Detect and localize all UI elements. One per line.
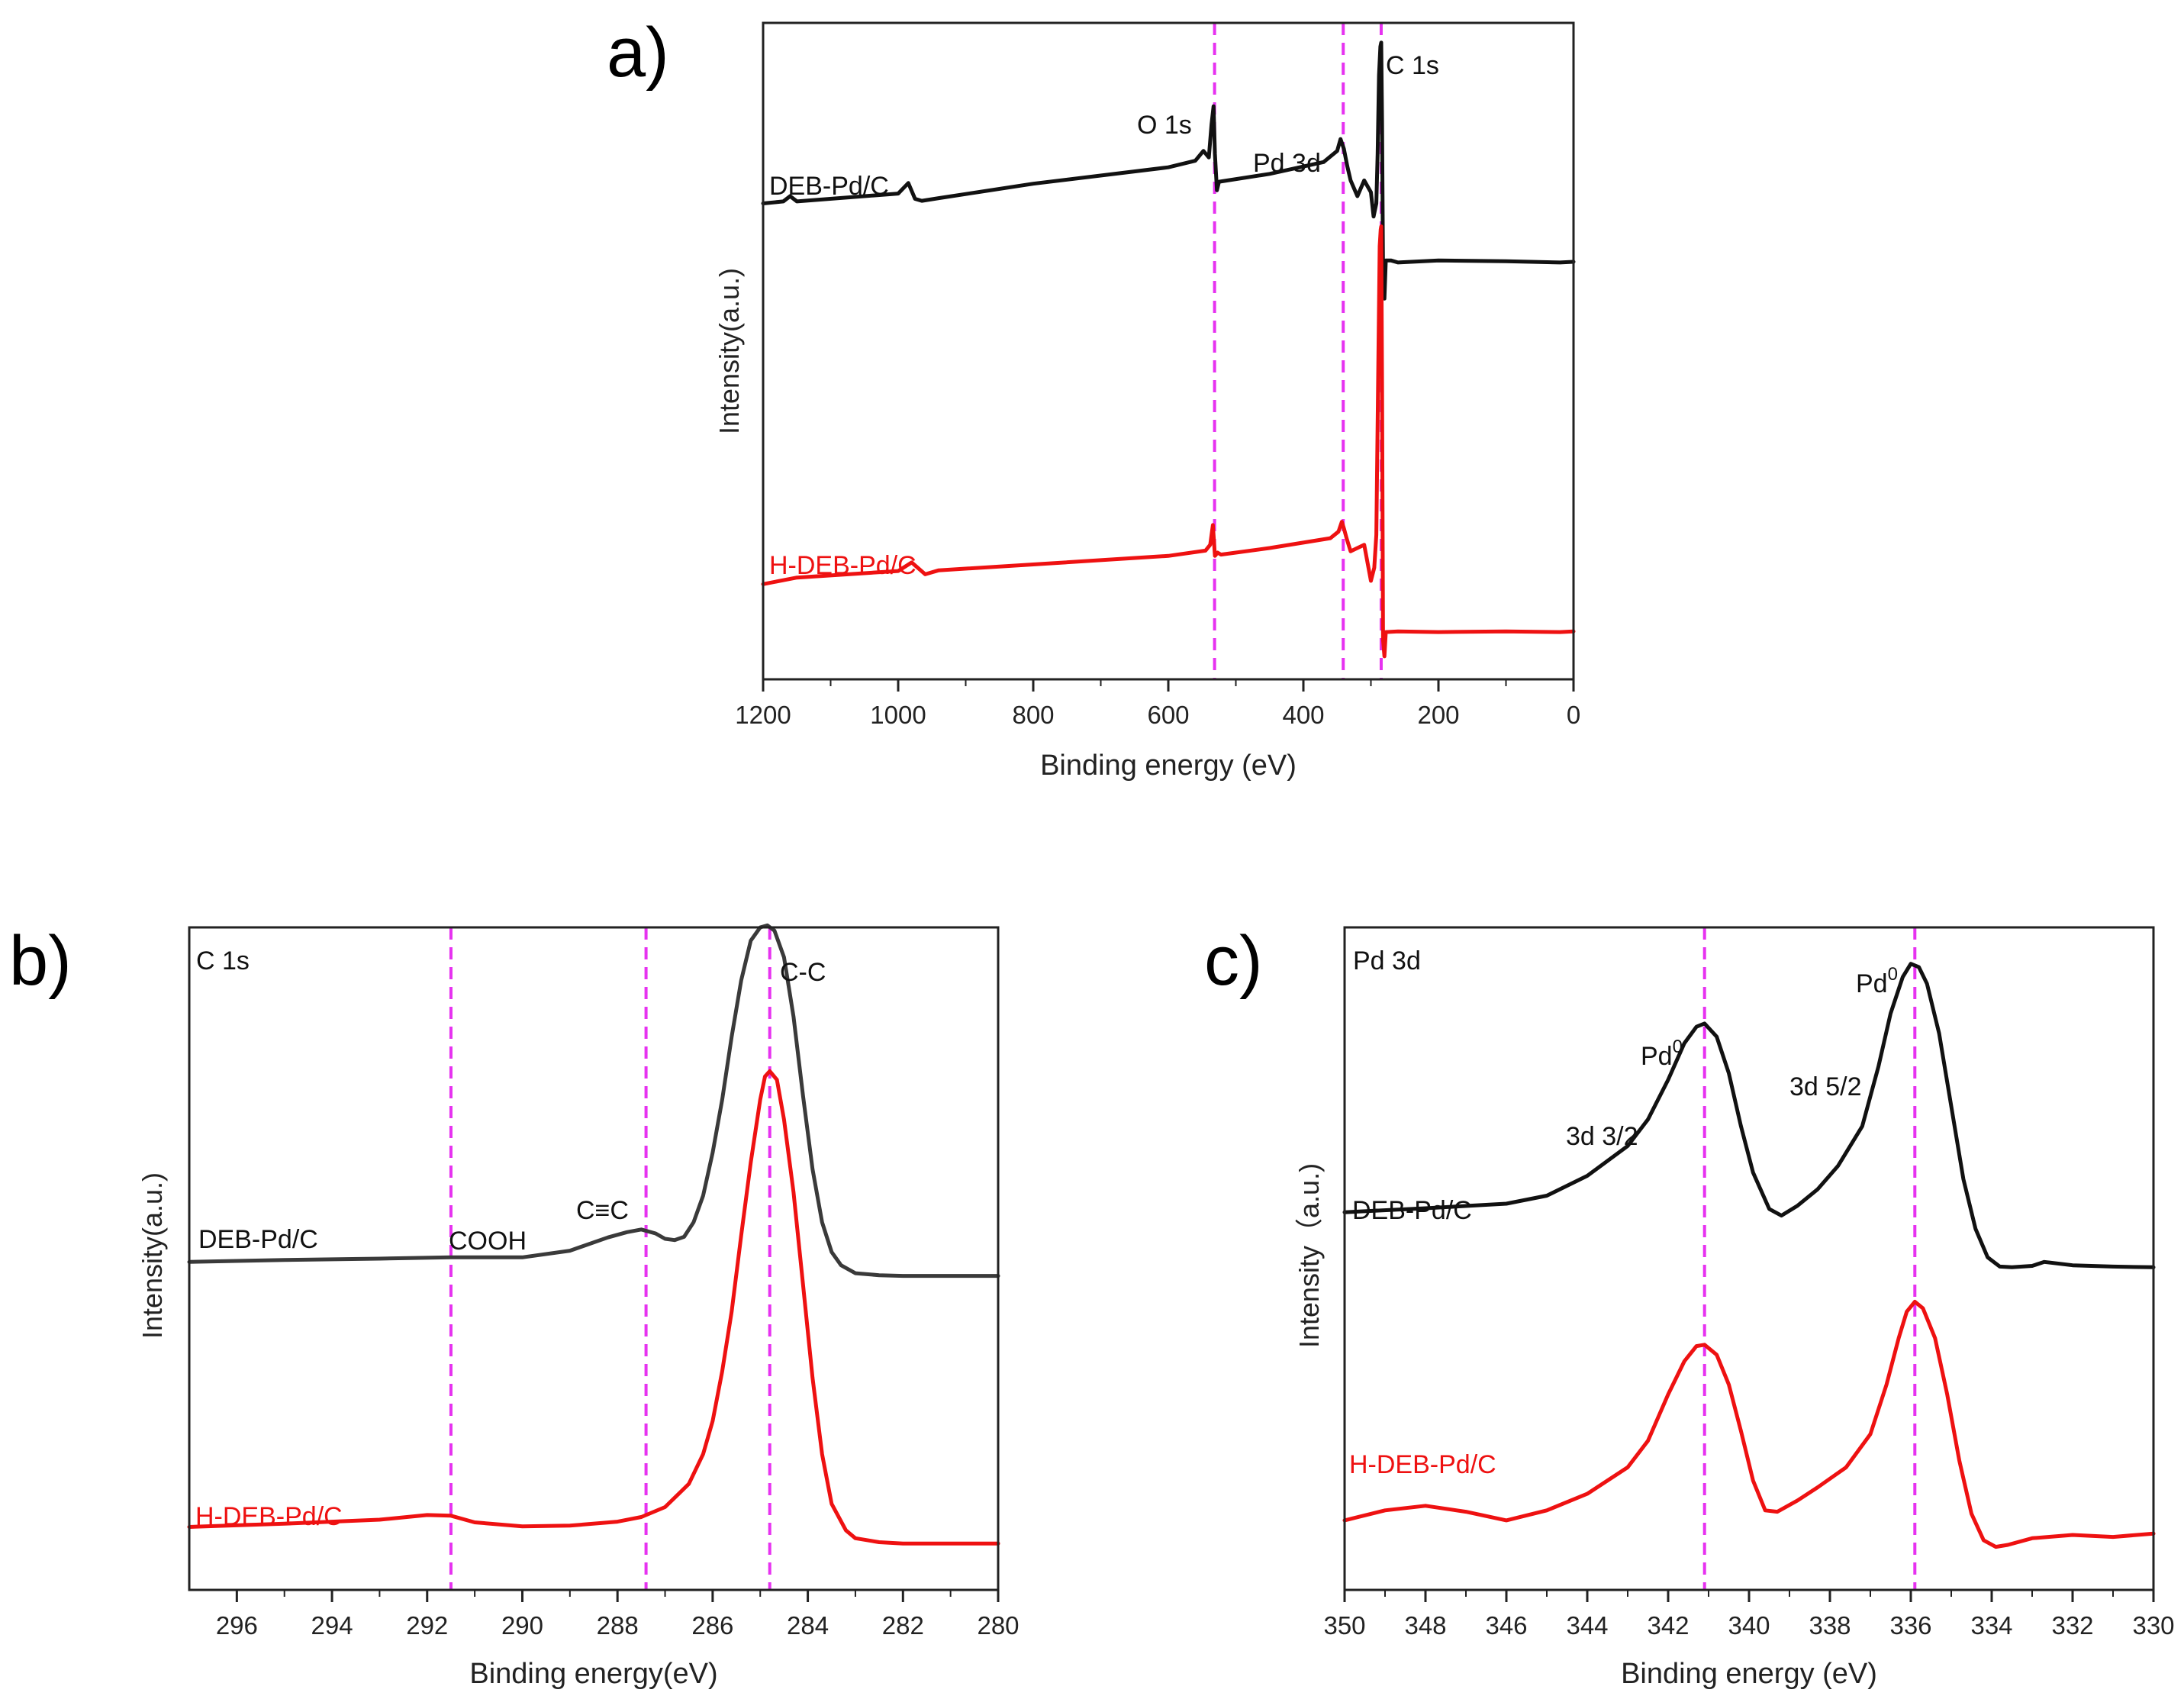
panel-c-annotation-3d32: 3d 3/2 — [1566, 1122, 1638, 1151]
panel-c-tick-label: 338 — [1809, 1611, 1851, 1640]
panel-c-tick-label: 342 — [1647, 1611, 1689, 1640]
panel-b-tick-label: 294 — [311, 1611, 353, 1640]
panel-a: a) 1200 1000 800 600 400 200 0 Binding energy … — [607, 14, 1580, 782]
panel-c-title: Pd 3d — [1353, 946, 1421, 975]
panel-b-tick-label: 288 — [597, 1611, 639, 1640]
panel-a-x-ticks: 1200 1000 800 600 400 200 0 — [735, 679, 1580, 729]
panel-c-tick-label: 332 — [2051, 1611, 2093, 1640]
panel-c: c) 350 348 346 344 342 340 338 336 334 332 330 Bin… — [1204, 922, 2175, 1690]
panel-a-tick-label: 200 — [1417, 701, 1459, 729]
panel-b-annotation-cc: C-C — [780, 958, 826, 987]
panel-c-tick-label: 348 — [1404, 1611, 1446, 1640]
panel-c-x-ticks: 350 348 346 344 342 340 338 336 334 332 330 — [1323, 1590, 2175, 1640]
panel-b-label: b) — [9, 922, 72, 1000]
panel-b-legend-deb: DEB-Pd/C — [198, 1225, 318, 1254]
panel-a-series-deb-pd-c-line — [761, 40, 1576, 301]
panel-b-series — [187, 923, 1000, 1546]
panel-c-y-axis-title: Intensity（a.u.) — [1293, 1163, 1325, 1348]
panel-c-annotation-pd-3d52: Pd0 — [1856, 964, 1898, 998]
panel-b-title: C 1s — [196, 946, 250, 975]
panel-b-tick-label: 280 — [977, 1611, 1019, 1640]
panel-c-tick-label: 336 — [1889, 1611, 1931, 1640]
panel-c-tick-label: 340 — [1728, 1611, 1770, 1640]
panel-a-legend-deb: DEB-Pd/C — [769, 172, 889, 201]
panel-c-x-axis-title: Binding energy (eV) — [1621, 1658, 1877, 1690]
panel-b-frame — [188, 926, 1000, 1591]
panel-b-tick-label: 296 — [216, 1611, 258, 1640]
panel-c-annotation-pd-3d32: Pd0 — [1641, 1037, 1683, 1071]
panel-a-tick-label: 0 — [1567, 701, 1580, 729]
panel-c-annotation-3d52: 3d 5/2 — [1789, 1072, 1862, 1101]
panel-c-tick-label: 330 — [2132, 1611, 2174, 1640]
panel-c-tick-label: 334 — [1970, 1611, 2012, 1640]
panel-b-tick-label: 284 — [787, 1611, 829, 1640]
panel-a-reference-lines — [1213, 23, 1383, 679]
panel-a-tick-label: 1200 — [735, 701, 791, 729]
panel-c-tick-label: 350 — [1323, 1611, 1365, 1640]
panel-b-tick-label: 292 — [406, 1611, 448, 1640]
panel-c-legend-hdeb: H-DEB-Pd/C — [1349, 1450, 1496, 1479]
panel-c-series — [1342, 962, 2156, 1549]
panel-b-tick-label: 290 — [501, 1611, 543, 1640]
panel-c-label: c) — [1204, 922, 1263, 1000]
panel-b-series-h-deb-pd-c-line — [187, 1069, 1000, 1546]
panel-a-annotation-c1s: C 1s — [1386, 51, 1439, 80]
panel-a-series — [761, 40, 1576, 659]
panel-a-tick-label: 800 — [1012, 701, 1054, 729]
panel-c-series-h-deb-pd-c-line — [1342, 1299, 2156, 1549]
panel-c-legend-deb: DEB-Pd/C — [1352, 1196, 1472, 1225]
panel-c-tick-label: 344 — [1566, 1611, 1608, 1640]
pd-superscript: 0 — [1888, 964, 1898, 985]
panel-a-series-h-deb-pd-c-line — [761, 224, 1576, 659]
panel-c-frame — [1343, 926, 2155, 1591]
panel-c-reference-lines — [1702, 927, 1917, 1590]
panel-b-tick-label: 282 — [882, 1611, 924, 1640]
panel-a-annotation-o1s: O 1s — [1137, 111, 1192, 140]
panel-b-annotation-cooh: COOH — [449, 1227, 527, 1256]
pd-label: Pd — [1641, 1042, 1673, 1071]
panel-b: b) 296 294 292 290 288 286 284 282 280 Binding e… — [9, 922, 1020, 1690]
panel-a-tick-label: 1000 — [870, 701, 926, 729]
panel-c-series-deb-pd-c-line — [1342, 962, 2156, 1269]
pd-superscript: 0 — [1673, 1037, 1683, 1057]
panel-b-reference-lines — [449, 927, 771, 1590]
panel-a-annotation-pd3d: Pd 3d — [1253, 149, 1321, 178]
panel-a-legend-hdeb: H-DEB-Pd/C — [769, 551, 916, 580]
panel-b-annotation-alkyne: C≡C — [576, 1196, 629, 1225]
panel-b-y-axis-title: Intensity(a.u.) — [137, 1172, 168, 1339]
panel-b-legend-hdeb: H-DEB-Pd/C — [195, 1502, 343, 1531]
panel-c-tick-label: 346 — [1485, 1611, 1527, 1640]
panel-a-tick-label: 600 — [1147, 701, 1189, 729]
panel-a-tick-label: 400 — [1282, 701, 1324, 729]
panel-a-y-axis-title: Intensity(a.u.) — [714, 268, 745, 434]
pd-label: Pd — [1856, 969, 1888, 998]
panel-a-x-axis-title: Binding energy (eV) — [1040, 750, 1297, 782]
panel-b-series-deb-pd-c-line — [187, 923, 1000, 1278]
panel-a-label: a) — [607, 14, 669, 92]
panel-b-tick-label: 286 — [691, 1611, 733, 1640]
panel-b-x-axis-title: Binding energy(eV) — [469, 1658, 717, 1690]
panel-b-x-ticks: 296 294 292 290 288 286 284 282 280 — [216, 1590, 1020, 1640]
